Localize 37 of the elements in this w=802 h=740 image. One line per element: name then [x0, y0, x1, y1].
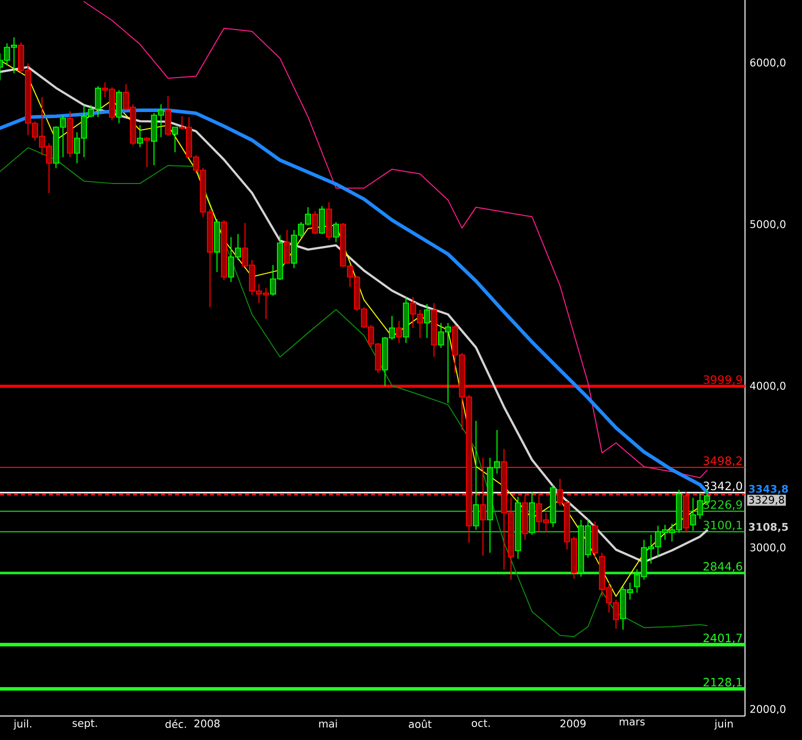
y-tick-label: 6000,0: [750, 58, 786, 68]
x-tick-label: août: [408, 720, 432, 728]
candlestick: [136, 124, 144, 148]
ref-line-label: 3999,9: [704, 375, 742, 386]
annotation: 3108,5: [748, 522, 788, 532]
y-tick-label: 3000,0: [750, 543, 786, 552]
candlestick: [480, 457, 486, 556]
ref-line-label: 2401,7: [704, 634, 742, 644]
candlestick: [472, 420, 480, 530]
x-tick-label: 2008: [194, 720, 220, 728]
x-tick-label: sept.: [72, 720, 97, 730]
candlestick: [424, 304, 430, 338]
x-tick-label: juil.: [13, 720, 32, 730]
x-tick-label: oct.: [472, 720, 490, 728]
candlestick: [396, 320, 402, 344]
x-tick-label: déc.: [166, 720, 186, 728]
y-tick-label: 4000,0: [750, 382, 786, 391]
candlestick: [284, 229, 290, 264]
ref-line-label: 3100,1: [704, 520, 742, 531]
y-tick-label: 5000,0: [750, 220, 786, 230]
ref-line-label: 3498,2: [704, 456, 742, 466]
ref-line-label: 3329,8: [749, 496, 784, 505]
ref-line-label: 2844,6: [704, 562, 742, 572]
ref-line-label: 2128,1: [704, 678, 742, 688]
ref-line-label: 3342,0: [704, 482, 742, 492]
x-tick-label: juin: [714, 720, 733, 730]
candlestick: [332, 222, 340, 243]
annotation: 3343,8: [748, 484, 788, 494]
x-tick-label: 2009: [560, 720, 586, 728]
candlestick: [172, 126, 178, 153]
candlestick: [164, 96, 172, 136]
y-tick-label: 2000,0: [750, 705, 786, 714]
candlestick: [318, 206, 326, 235]
x-tick-label: mars: [620, 720, 645, 726]
candlestick: [312, 210, 318, 235]
x-tick-label: mai: [319, 720, 337, 728]
candlestick: [144, 136, 150, 168]
